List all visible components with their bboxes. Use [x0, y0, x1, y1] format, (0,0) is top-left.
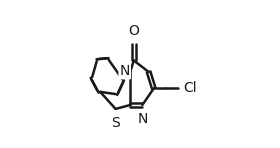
- Text: Cl: Cl: [183, 81, 197, 95]
- Text: N: N: [120, 64, 130, 78]
- Text: S: S: [111, 116, 120, 130]
- Text: N: N: [137, 112, 148, 126]
- Text: O: O: [128, 24, 139, 38]
